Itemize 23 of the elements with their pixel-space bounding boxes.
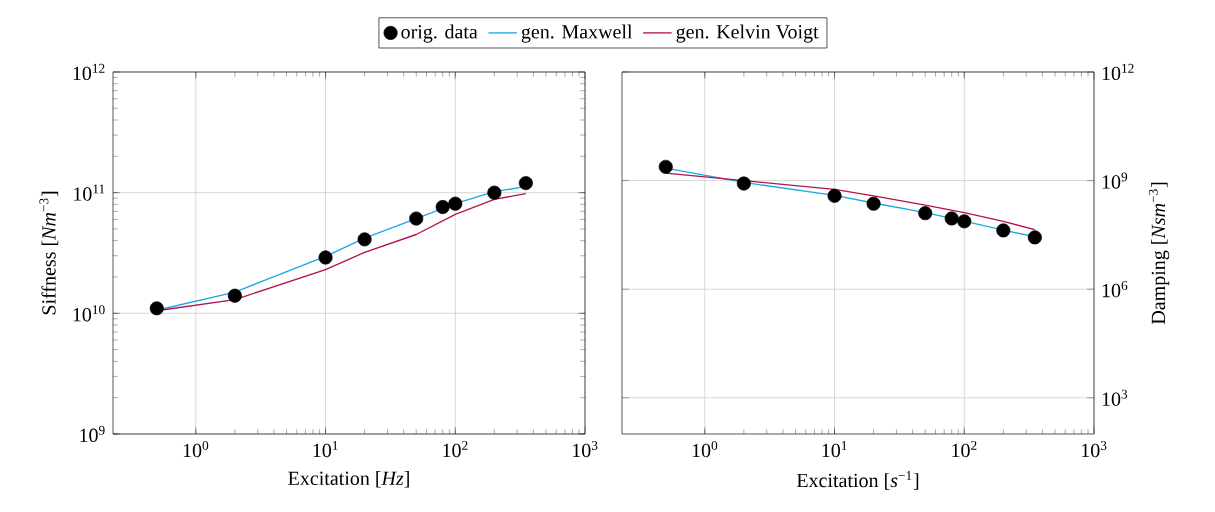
y-tick-label: 10$^{9}$ [80, 425, 105, 443]
x-tick-label: 10$^{2}$ [443, 440, 468, 458]
x-tick-label: 10$^{3}$ [573, 440, 598, 458]
y-tick-label: 10$^{3}$ [1102, 389, 1128, 406]
x-tick-label: 10$^{3}$ [1082, 440, 1107, 458]
x-tick-label: 10$^{1}$ [313, 440, 338, 458]
legend-label: gen. Kelvin Voigt [676, 24, 819, 43]
x-axis-title: Excitation [s$^{−1}$] [796, 470, 919, 490]
y-tick-label: 10$^{6}$ [1102, 281, 1128, 298]
x-tick-label: 10$^{0}$ [183, 440, 209, 458]
y-tick-label: 10$^{9}$ [1102, 172, 1128, 189]
y-axis-title: Siffness [Nm$^{−3}$] [39, 191, 59, 315]
x-tick-label: 10$^{2}$ [952, 440, 977, 458]
x-axis-title: Excitation [Hz] [288, 470, 409, 488]
y-tick-label: 10$^{12}$ [73, 63, 105, 81]
y-tick-label: 10$^{10}$ [73, 305, 105, 322]
y-tick-label: 10$^{12}$ [1102, 63, 1134, 81]
legend-label: orig. data [401, 24, 478, 43]
y-tick-label: 10$^{11}$ [74, 184, 105, 201]
y-axis-title: Damping [Nsm$^{−3}$] [1148, 182, 1170, 325]
x-tick-label: 10$^{1}$ [822, 440, 847, 458]
x-tick-label: 10$^{0}$ [692, 440, 718, 458]
legend-label: gen. Maxwell [521, 24, 633, 43]
